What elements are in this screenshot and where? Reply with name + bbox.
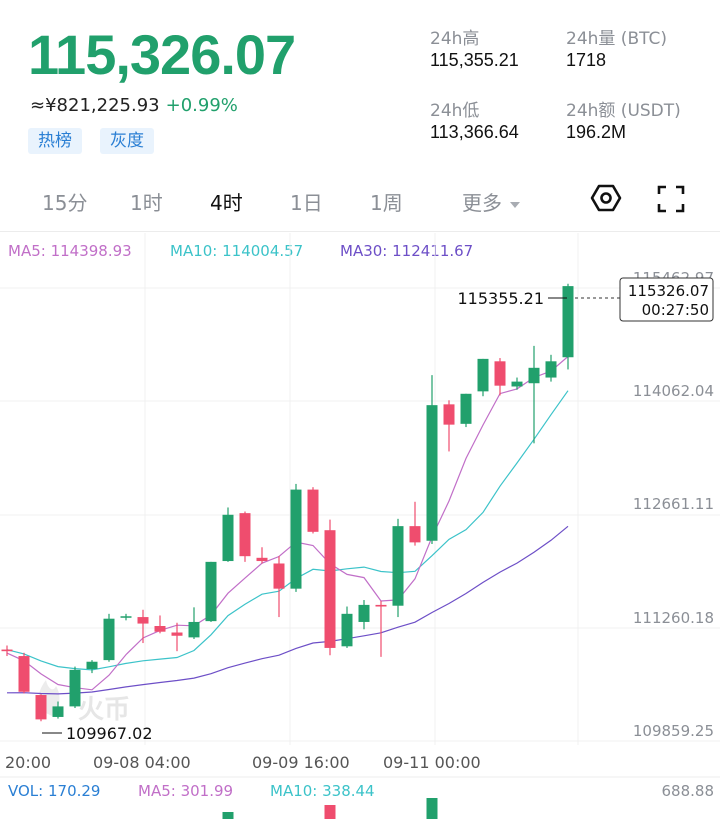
vol-ma10-legend: MA10: 338.44 bbox=[270, 782, 375, 800]
candle-body bbox=[426, 405, 438, 541]
candle-body bbox=[205, 561, 217, 622]
candle-body bbox=[562, 286, 574, 358]
high-marker-label: 115355.21 bbox=[457, 289, 544, 308]
tab-1h[interactable]: 1时 bbox=[130, 191, 163, 215]
time-tick-0: 20:00 bbox=[5, 753, 51, 772]
ma30-line bbox=[6, 525, 569, 695]
amount-value: 196.2M bbox=[566, 122, 627, 142]
change-percent: +0.99% bbox=[165, 95, 238, 116]
candle-body bbox=[35, 695, 47, 720]
vol-axis-max: 688.88 bbox=[662, 782, 715, 800]
candle-body bbox=[358, 604, 370, 622]
candle-body bbox=[154, 626, 166, 632]
ma5-line bbox=[6, 356, 569, 691]
candle-body bbox=[528, 367, 540, 384]
candle-body bbox=[443, 404, 455, 425]
settings-hex-icon[interactable] bbox=[590, 182, 622, 214]
volume-legend: VOL: 170.29 MA5: 301.99 MA10: 338.44 688… bbox=[8, 782, 714, 800]
tag-hot[interactable]: 热榜 bbox=[28, 128, 82, 154]
candle-body bbox=[256, 557, 268, 562]
fullscreen-icon[interactable] bbox=[657, 185, 685, 213]
tab-1w[interactable]: 1周 bbox=[370, 191, 403, 215]
low-label: 24h低 bbox=[430, 101, 480, 121]
tag-grayscale[interactable]: 灰度 bbox=[100, 128, 154, 154]
price-axis: 115462.97 114062.04 112661.11 111260.18 … bbox=[633, 269, 714, 740]
high-marker: 115355.21 bbox=[457, 289, 567, 308]
ma10-legend: MA10: 114004.57 bbox=[170, 242, 304, 260]
candle-body bbox=[511, 381, 523, 387]
current-price-box bbox=[619, 277, 714, 322]
low-marker-label: 109967.02 bbox=[66, 724, 153, 743]
price-summary: ≈¥821,225.93 +0.99% bbox=[30, 95, 238, 116]
time-tick-2: 09-09 16:00 bbox=[252, 753, 350, 772]
candle-body bbox=[18, 656, 30, 692]
candle-body bbox=[545, 361, 557, 378]
volume-value: 1718 bbox=[566, 50, 607, 70]
candle-body bbox=[494, 361, 506, 386]
amount-label: 24h额 (USDT) bbox=[566, 101, 681, 121]
candle-body bbox=[188, 621, 200, 638]
volume-bar bbox=[426, 798, 438, 819]
current-price-marker: 115326.07 00:27:50 bbox=[575, 277, 714, 322]
high-value: 115,355.21 bbox=[430, 50, 519, 70]
candle-body bbox=[103, 618, 115, 661]
divider bbox=[0, 231, 720, 232]
volume-bar bbox=[222, 812, 234, 819]
tab-1d[interactable]: 1日 bbox=[290, 191, 323, 215]
candle-body bbox=[392, 526, 404, 606]
tab-more[interactable]: 更多 bbox=[462, 187, 522, 216]
watermark-logo: 火币 bbox=[38, 680, 130, 725]
volume-bar bbox=[324, 805, 336, 819]
candle-body bbox=[52, 706, 64, 717]
price-tick-4: 109859.25 bbox=[633, 722, 714, 740]
chart-grid bbox=[0, 233, 720, 745]
current-price-value: 115326.07 bbox=[628, 282, 709, 300]
caret-down-icon bbox=[510, 201, 521, 208]
low-marker: 109967.02 bbox=[42, 724, 153, 743]
candle-body bbox=[120, 616, 132, 618]
candle-body bbox=[137, 617, 149, 624]
candle-body bbox=[239, 513, 251, 557]
candle-body bbox=[1, 649, 13, 652]
price-tick-1: 114062.04 bbox=[633, 382, 714, 400]
candle-body bbox=[341, 613, 353, 647]
candles bbox=[1, 283, 574, 722]
candle-body bbox=[171, 632, 183, 636]
cny-value: ≈¥821,225.93 bbox=[30, 95, 160, 116]
ma5-legend: MA5: 114398.93 bbox=[8, 242, 132, 260]
time-tick-3: 09-11 00:00 bbox=[383, 753, 481, 772]
high-label: 24h高 bbox=[430, 29, 480, 49]
time-tick-1: 09-08 04:00 bbox=[93, 753, 191, 772]
candle-body bbox=[460, 393, 472, 424]
time-axis: 20:00 09-08 04:00 09-09 16:00 09-11 00:0… bbox=[5, 753, 481, 772]
tab-15min[interactable]: 15分 bbox=[42, 191, 88, 215]
candle-body bbox=[290, 489, 302, 589]
ma30-legend: MA30: 112411.67 bbox=[340, 242, 474, 260]
candle-body bbox=[477, 358, 489, 392]
vol-legend: VOL: 170.29 bbox=[8, 782, 100, 800]
interval-tabs: 15分 1时 4时 1日 1周 更多 bbox=[0, 182, 720, 222]
candle-body bbox=[375, 604, 387, 607]
volume-bars bbox=[222, 798, 438, 819]
candle-body bbox=[324, 530, 336, 648]
candle-body bbox=[86, 661, 98, 670]
tab-more-label: 更多 bbox=[462, 191, 502, 215]
tab-4h[interactable]: 4时 bbox=[210, 191, 243, 215]
low-value: 113,366.64 bbox=[430, 122, 519, 142]
candle-body bbox=[409, 526, 421, 543]
volume-label: 24h量 (BTC) bbox=[566, 29, 667, 49]
ma-lines bbox=[6, 356, 569, 695]
candle-body bbox=[307, 489, 319, 532]
price-tick-2: 112661.11 bbox=[633, 495, 714, 513]
ma10-line bbox=[6, 390, 569, 671]
candle-body bbox=[273, 563, 285, 589]
candle-body bbox=[222, 514, 234, 562]
vol-ma5-legend: MA5: 301.99 bbox=[138, 782, 233, 800]
watermark-text: 火币 bbox=[78, 695, 130, 725]
price-tick-3: 111260.18 bbox=[633, 609, 714, 627]
countdown: 00:27:50 bbox=[642, 301, 709, 319]
candle-body bbox=[69, 669, 81, 707]
last-price: 115,326.07 bbox=[28, 23, 296, 86]
